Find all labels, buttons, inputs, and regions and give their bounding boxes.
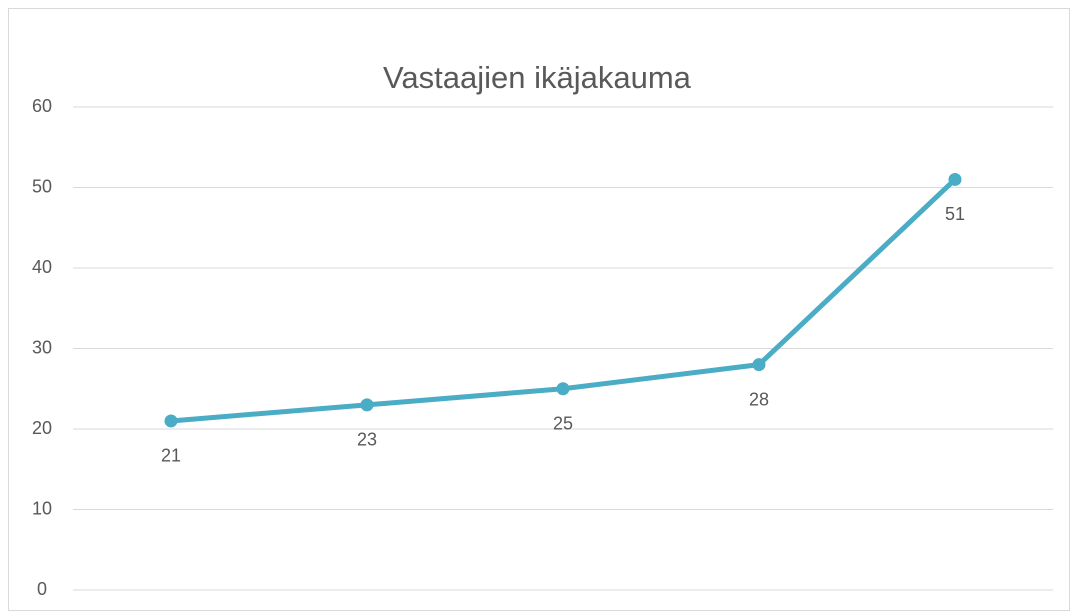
y-tick-label: 10 xyxy=(32,498,52,518)
data-point xyxy=(360,398,374,412)
chart-title: Vastaajien ikäjakauma xyxy=(383,60,692,95)
y-tick-label: 0 xyxy=(37,579,47,599)
data-label: 23 xyxy=(357,430,377,450)
data-label: 21 xyxy=(161,446,181,466)
data-point xyxy=(752,358,766,372)
y-tick-label: 30 xyxy=(32,337,52,357)
y-tick-label: 40 xyxy=(32,257,52,277)
data-label: 28 xyxy=(749,389,769,409)
data-label: 25 xyxy=(553,414,573,434)
data-point xyxy=(556,382,570,396)
data-point xyxy=(164,414,178,428)
y-tick-label: 50 xyxy=(32,176,52,196)
y-tick-label: 60 xyxy=(32,96,52,116)
data-point xyxy=(948,172,962,186)
y-tick-label: 20 xyxy=(32,418,52,438)
data-label: 51 xyxy=(945,204,965,224)
chart-frame xyxy=(8,8,1070,611)
